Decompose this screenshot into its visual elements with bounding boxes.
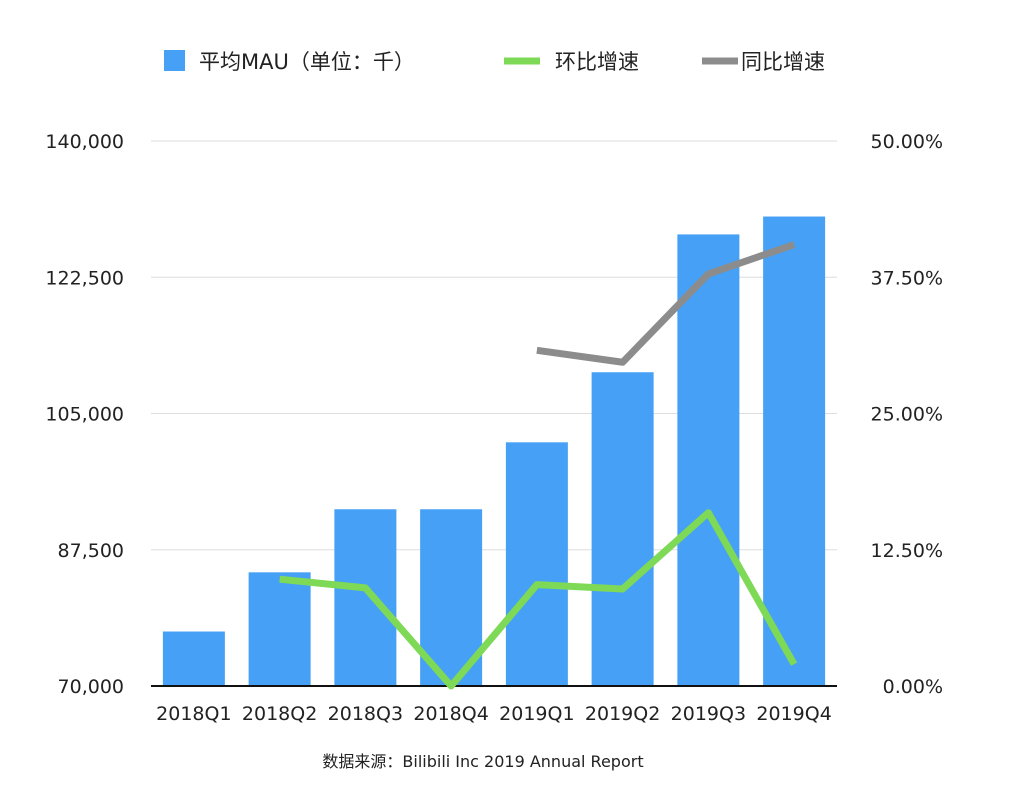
bar-2019q2 [591,372,654,686]
right-tick-label: 37.50% [871,267,943,289]
right-y-axis: 0.00% 12.50% 25.00% 37.50% 50.00% [871,131,943,698]
legend-label: 环比增速 [555,50,639,74]
left-tick-label: 122,500 [45,267,124,289]
bar-2018q2 [248,572,311,686]
right-tick-label: 25.00% [871,404,943,426]
left-tick-label: 87,500 [58,540,124,562]
x-tick-label: 2019Q1 [499,703,574,725]
right-tick-label: 0.00% [883,676,943,698]
x-tick-label: 2018Q2 [242,703,317,725]
bar-2019q1 [505,442,568,686]
lines [279,241,798,690]
left-tick-label: 140,000 [45,131,124,153]
legend-item-2: 环比增速 [504,50,639,74]
legend: 平均MAU（单位：千） 环比增速 同比增速 [164,50,825,74]
line-series-2 [536,241,796,366]
left-tick-label: 70,000 [58,676,124,698]
source-note: 数据来源：Bilibili Inc 2019 Annual Report [322,752,643,771]
x-axis-tick-labels: 2018Q1 2018Q2 2018Q3 2018Q4 2019Q1 2019Q2 2019… [156,703,832,725]
line-series-1 [279,509,798,690]
legend-label: 同比增速 [741,50,825,74]
bar-2019q3 [677,234,740,686]
x-tick-label: 2018Q1 [156,703,231,725]
x-tick-label: 2019Q2 [585,703,660,725]
bar-2018q1 [162,631,225,686]
right-tick-label: 12.50% [871,540,943,562]
legend-label: 平均MAU（单位：千） [199,50,415,74]
bar-2019q4 [763,216,826,686]
x-tick-label: 2019Q4 [756,703,831,725]
x-tick-label: 2019Q3 [671,703,746,725]
x-tick-label: 2018Q3 [328,703,403,725]
legend-item-1: 平均MAU（单位：千） [164,50,415,74]
left-tick-label: 105,000 [45,404,124,426]
legend-swatch [164,50,185,71]
x-tick-label: 2018Q4 [413,703,488,725]
right-tick-label: 50.00% [871,131,943,153]
bars [162,216,826,686]
legend-item-3: 同比增速 [702,50,825,74]
bar-2018q3 [334,509,397,686]
left-y-axis: 70,000 87,500 105,000 122,500 140,000 [45,131,124,698]
